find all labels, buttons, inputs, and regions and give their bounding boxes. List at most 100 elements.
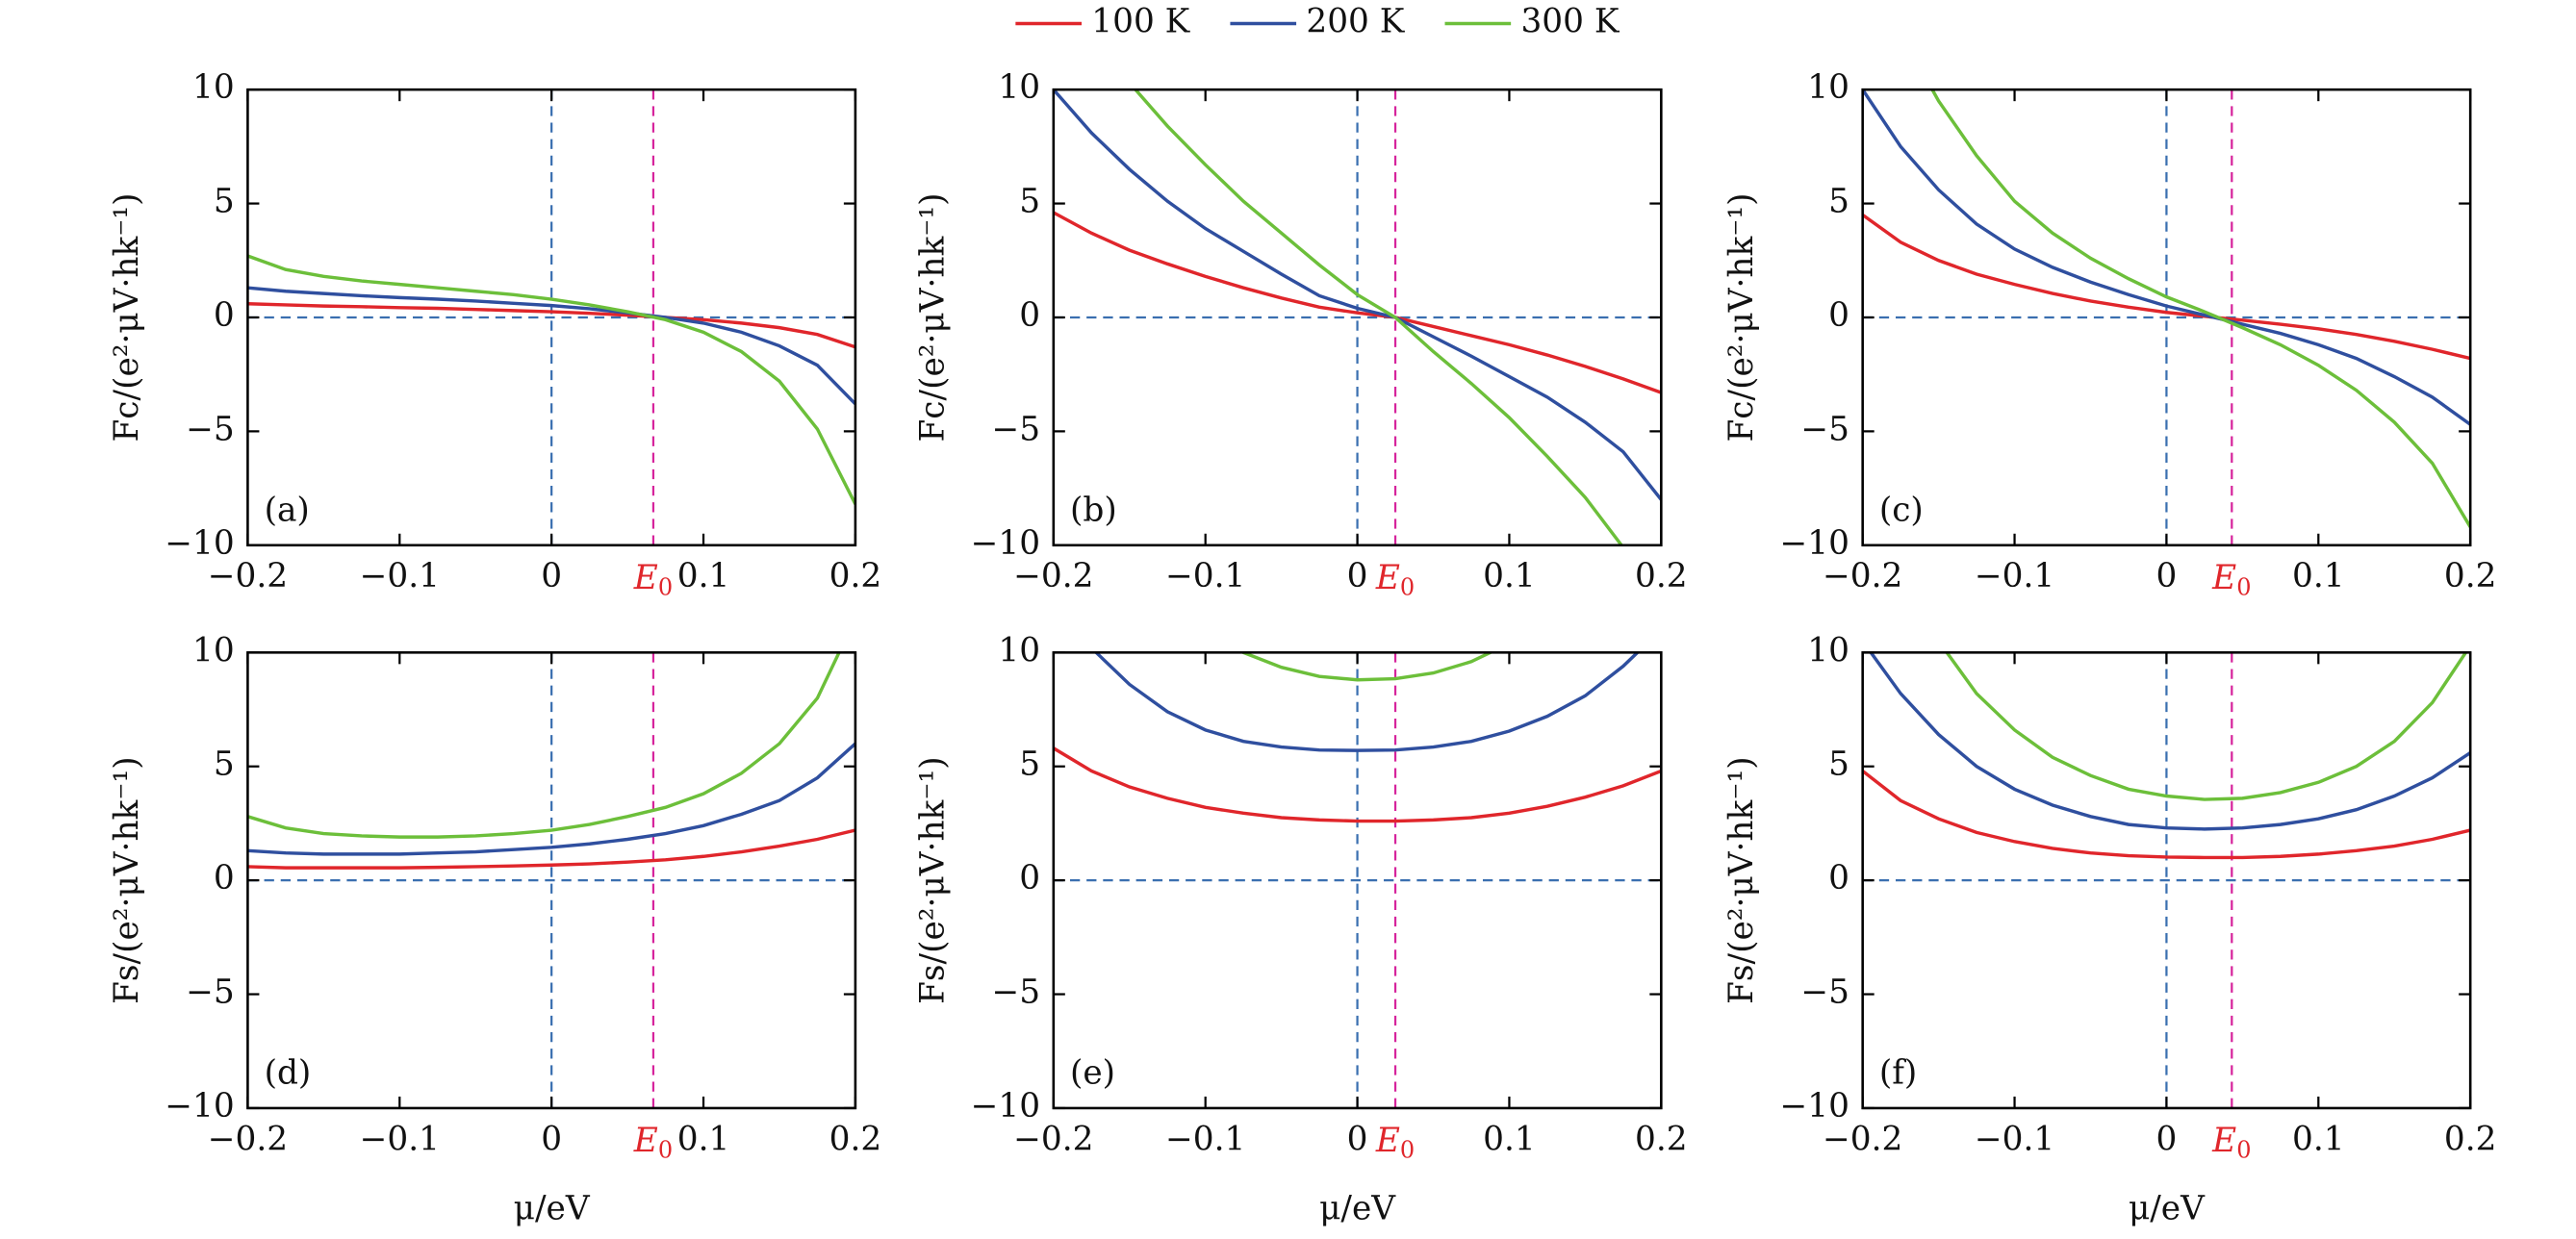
x-tick-label: −0.2 [208,557,288,595]
x-tick-label: 0.1 [677,557,730,595]
series-line [1053,746,1662,823]
e0-label: E0 [633,1122,673,1163]
y-tick-label: 10 [1807,68,1849,107]
e0-subscript: 0 [658,573,673,600]
x-tick-label: 0 [1347,1120,1368,1158]
x-tick-label: 0 [2156,557,2178,595]
series-line [1930,89,2471,528]
panel-label: (f) [1879,1054,1917,1093]
x-tick-label: 0.2 [1635,1120,1688,1158]
x-tick-label: 0.2 [829,557,882,595]
x-tick-label: 0 [1347,557,1368,595]
series-line [247,742,855,856]
y-tick-label: 5 [214,746,235,784]
x-tick-label: −0.2 [1013,1120,1093,1158]
plot-area [1053,89,1662,545]
panel-label: (e) [1070,1054,1115,1093]
y-tick-label: 5 [1019,183,1040,221]
x-tick-label: 0 [2156,1120,2178,1158]
y-tick-label: 5 [214,183,235,221]
series-line [1945,652,2468,801]
series-line [247,652,841,839]
plot-area [1862,652,2471,1108]
x-tick-label: −0.2 [1823,557,1902,595]
x-tick-label: 0 [541,1120,562,1158]
series-line [1093,652,1641,752]
plot-area [1053,652,1662,1108]
series-line [1862,770,2471,860]
series-line [1862,89,2471,426]
legend-label: 300 K [1520,3,1620,41]
y-tick-label: −5 [992,410,1041,448]
e0-letter: E [633,1122,658,1160]
y-tick-label: 0 [1019,859,1040,898]
series-line [1053,211,1662,394]
plot-area [247,652,855,1108]
x-tick-label: 0.1 [1483,557,1536,595]
e0-subscript: 0 [2236,1136,2251,1163]
y-tick-label: −10 [971,1087,1040,1125]
y-tick-label: 5 [1019,746,1040,784]
y-tick-label: 0 [1828,859,1849,898]
e0-label: E0 [633,559,673,600]
panel-label: (b) [1070,491,1117,529]
y-tick-label: 0 [214,859,235,898]
x-tick-label: 0 [541,557,562,595]
x-tick-label: −0.1 [360,1120,440,1158]
e0-label: E0 [2211,1122,2251,1163]
x-axis-label: μ/eV [514,1189,591,1227]
x-axis-label: μ/eV [1319,1189,1396,1227]
panel-label: (a) [265,491,310,529]
x-tick-label: 0.1 [2292,1120,2345,1158]
y-tick-label: 10 [998,68,1040,107]
e0-label: E0 [1375,559,1415,600]
e0-label: E0 [1375,1122,1415,1163]
series-line [1133,89,1624,545]
series-line [1862,214,2471,361]
x-tick-label: 0.2 [829,1120,882,1158]
x-tick-label: 0.1 [1483,1120,1536,1158]
y-axis-label: Fc/(e²·μV·hk⁻¹) [1722,192,1761,442]
x-tick-label: −0.1 [1975,557,2054,595]
y-tick-label: −5 [1800,974,1849,1012]
y-tick-label: −10 [165,524,234,563]
x-tick-label: −0.1 [1975,1120,2054,1158]
e0-subscript: 0 [1400,1136,1415,1163]
e0-letter: E [633,559,658,597]
e0-letter: E [1375,559,1400,597]
x-tick-label: 0.1 [2292,557,2345,595]
e0-letter: E [2211,559,2236,597]
plot-area [247,89,855,545]
y-tick-label: 10 [192,68,235,107]
y-tick-label: 0 [214,296,235,335]
x-tick-label: 0.2 [2444,557,2497,595]
e0-letter: E [2211,1122,2236,1160]
y-tick-label: 10 [1807,631,1849,670]
series-line [247,302,855,349]
x-tick-label: −0.1 [1165,1120,1245,1158]
e0-label: E0 [2211,559,2251,600]
legend-label: 100 K [1091,3,1190,41]
e0-subscript: 0 [2236,573,2251,600]
panel-label: (c) [1879,491,1924,529]
x-tick-label: 0.2 [2444,1120,2497,1158]
series-line [1053,89,1662,501]
y-tick-label: 5 [1828,183,1849,221]
y-tick-label: 0 [1019,296,1040,335]
y-axis-label: Fc/(e²·μV·hk⁻¹) [913,192,952,442]
legend-label: 200 K [1306,3,1405,41]
series-line [247,286,855,406]
y-tick-label: −10 [1780,1087,1849,1125]
y-tick-label: −10 [971,524,1040,563]
x-axis-label: μ/eV [2129,1189,2206,1227]
y-axis-label: Fs/(e²·μV·hk⁻¹) [913,756,952,1003]
y-tick-label: −5 [1800,410,1849,448]
x-tick-label: −0.2 [1013,557,1093,595]
y-tick-label: 0 [1828,296,1849,335]
x-tick-label: −0.2 [208,1120,288,1158]
x-tick-label: −0.1 [1165,557,1245,595]
x-tick-label: 0.1 [677,1120,730,1158]
series-line [1869,652,2471,831]
series-line [247,828,855,870]
